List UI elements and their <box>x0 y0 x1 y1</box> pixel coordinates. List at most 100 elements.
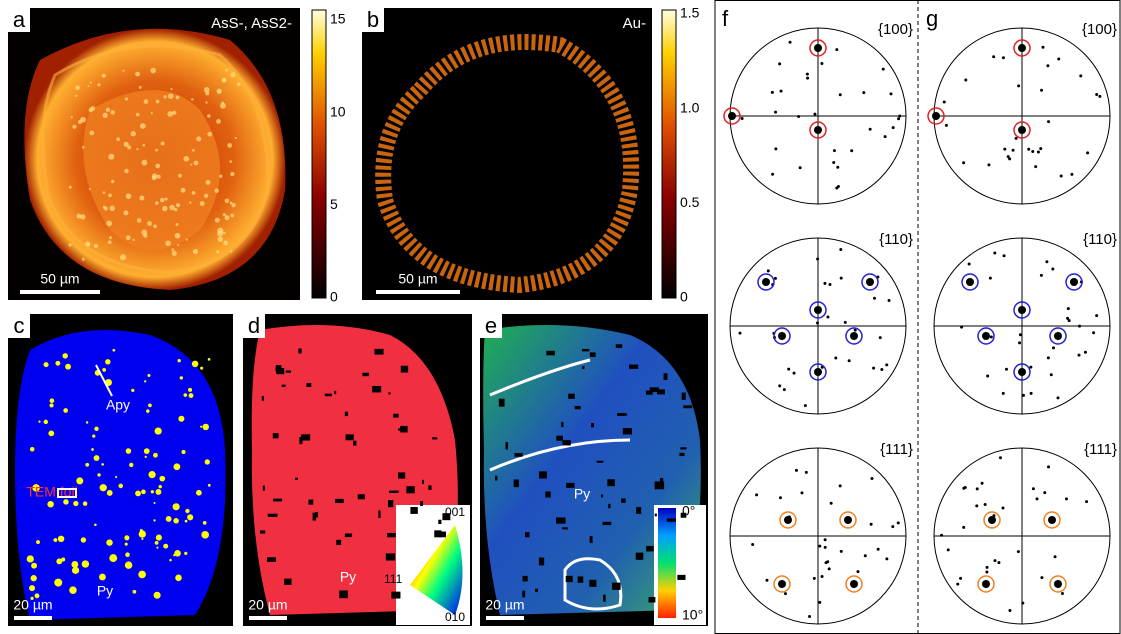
grain <box>30 447 35 452</box>
grain <box>125 543 128 546</box>
grain <box>55 361 60 366</box>
pole-cluster <box>778 332 786 340</box>
pore <box>608 504 610 509</box>
speckle <box>155 201 159 205</box>
colorbar-tick-label: 5 <box>330 196 338 212</box>
pore <box>556 517 566 523</box>
pore <box>546 351 555 356</box>
grain <box>61 557 65 561</box>
speckle <box>85 241 90 246</box>
speckle <box>103 206 106 209</box>
grain <box>44 420 48 424</box>
grain <box>205 459 210 464</box>
pole-dot <box>1005 368 1008 371</box>
pole-cluster <box>762 278 770 286</box>
pole-dot <box>1067 307 1070 310</box>
speckle <box>161 142 165 146</box>
pole-cluster <box>932 112 940 120</box>
speckle <box>139 195 144 200</box>
grain <box>200 426 202 428</box>
pore <box>597 461 604 463</box>
pole-dot <box>771 91 774 94</box>
speckle <box>221 101 224 104</box>
pore <box>683 405 692 408</box>
speckle <box>170 88 172 90</box>
speckle <box>82 146 85 149</box>
pole-dot <box>1078 354 1081 357</box>
grain <box>100 484 107 491</box>
speckle <box>89 188 91 190</box>
pore <box>562 440 570 445</box>
pole-dot <box>962 526 965 529</box>
pole-dot <box>765 579 768 582</box>
speckle <box>111 180 114 183</box>
pole-dot <box>1057 57 1060 60</box>
figure: aAsS-, AsS2-50 µm151050bAu-50 µm1.51.00.… <box>0 0 1121 634</box>
pore <box>353 441 356 446</box>
pore <box>660 478 663 484</box>
grain <box>148 471 155 478</box>
grain <box>153 519 155 521</box>
element-label: Au- <box>623 15 646 32</box>
grain <box>155 541 159 545</box>
pore <box>438 520 441 524</box>
plane-label: {111} <box>1084 441 1117 458</box>
grain <box>189 393 194 398</box>
pole-dot <box>1015 137 1018 140</box>
grain <box>187 514 193 520</box>
speckle <box>178 174 182 178</box>
pole-dot <box>947 548 950 551</box>
grain <box>112 349 115 352</box>
grain <box>124 535 129 540</box>
colorbar-tick-label: 0 <box>680 289 688 305</box>
pore <box>545 491 550 497</box>
speckle <box>196 136 201 141</box>
pole-dot <box>889 92 892 95</box>
pole-dot <box>880 368 883 371</box>
speckle <box>176 203 180 207</box>
pore <box>667 518 676 521</box>
grain <box>44 362 49 367</box>
colorbar-tick-label: 1.0 <box>680 99 700 115</box>
pole-cluster <box>1018 368 1026 376</box>
pole-dot <box>1002 56 1005 59</box>
pole-dot <box>1031 150 1034 153</box>
speckle <box>151 112 153 114</box>
pole-dot <box>834 357 837 360</box>
pore <box>335 499 344 503</box>
pole-dot <box>877 548 880 551</box>
grain <box>82 560 89 567</box>
pore <box>345 533 352 537</box>
pore <box>607 479 614 486</box>
speckle <box>160 198 165 203</box>
speckle <box>150 68 156 74</box>
pore <box>535 589 538 592</box>
plane-label: {110} <box>879 231 913 248</box>
pole-dot <box>981 482 984 485</box>
pore <box>561 422 563 427</box>
speckle <box>194 161 199 166</box>
pore <box>432 437 437 439</box>
pore <box>603 522 612 525</box>
pore <box>636 507 641 514</box>
pole-dot <box>780 90 783 93</box>
pore <box>386 553 395 560</box>
pore <box>589 580 596 587</box>
pore <box>325 394 332 397</box>
grain <box>192 361 199 368</box>
pole-dot <box>956 583 959 586</box>
speckle <box>87 85 89 87</box>
grain <box>135 490 141 496</box>
phase-label: Py <box>97 583 113 599</box>
speckle <box>108 193 112 197</box>
pore <box>436 345 445 348</box>
colorbar-tick-label: 10° <box>682 607 703 623</box>
pole-dot <box>1040 89 1043 92</box>
pole-cluster <box>866 278 874 286</box>
pore <box>434 530 441 537</box>
speckle <box>123 210 128 215</box>
speckle <box>204 87 210 93</box>
pole-dot <box>1070 173 1073 176</box>
speckle <box>72 125 76 129</box>
speckle <box>183 156 189 162</box>
